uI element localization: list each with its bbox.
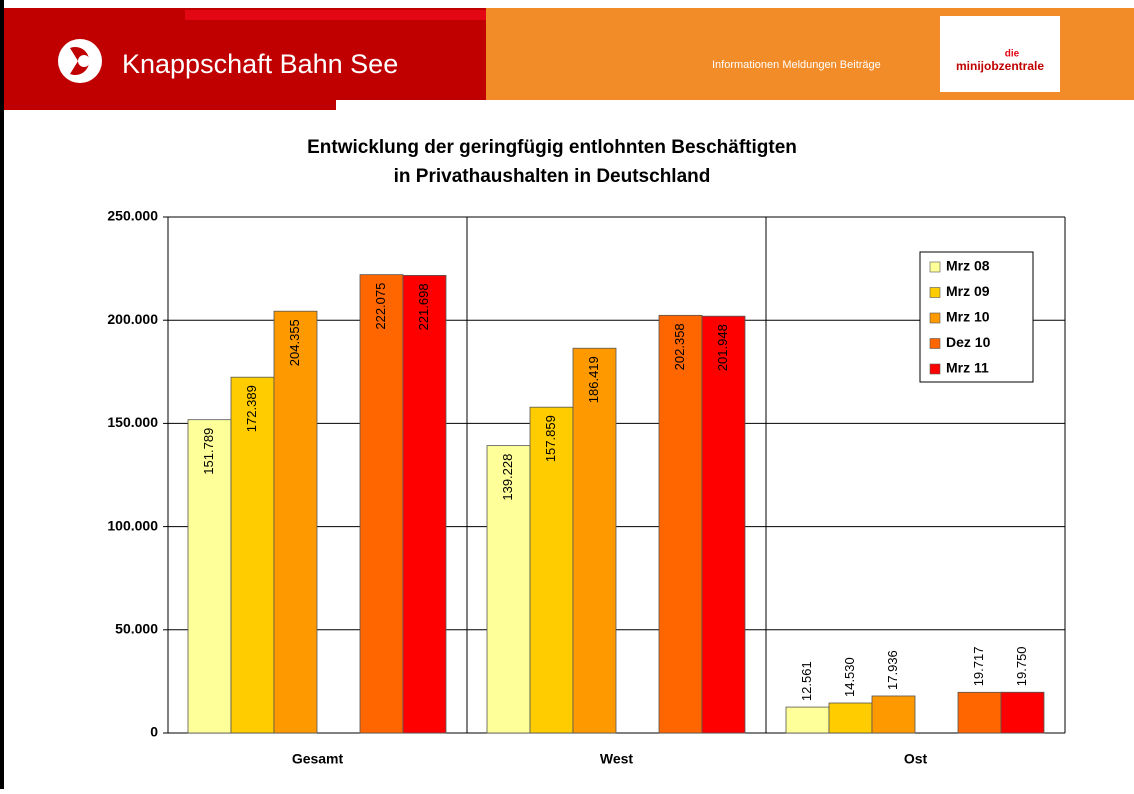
data-label: 139.228 <box>500 454 515 501</box>
bar <box>871 695 916 734</box>
legend-label: Dez 10 <box>946 334 991 350</box>
data-label: 157.859 <box>543 415 558 462</box>
bar <box>828 702 873 734</box>
legend-label: Mrz 11 <box>946 360 989 376</box>
y-tick-label: 200.000 <box>107 311 158 327</box>
logo-main: minijobzentrale <box>956 59 1044 73</box>
border <box>0 0 4 789</box>
header-stripe <box>185 10 486 20</box>
data-label: 201.948 <box>715 324 730 371</box>
x-tick-label: Gesamt <box>292 751 344 767</box>
chart-title: Entwicklung der geringfügig entlohnten B… <box>307 137 797 158</box>
bar <box>957 691 1002 734</box>
bar <box>785 706 830 734</box>
data-label: 202.358 <box>672 323 687 370</box>
data-label: 186.419 <box>586 356 601 403</box>
bar <box>658 314 703 734</box>
bar <box>529 406 574 734</box>
chart-title: in Privathaushalten in Deutschland <box>394 166 711 187</box>
bar <box>701 315 746 734</box>
bar <box>230 376 275 734</box>
legend-swatch <box>929 287 941 298</box>
brand: Knappschaft Bahn See <box>122 49 398 79</box>
logo-top: die <box>1005 49 1020 60</box>
y-tick-label: 250.000 <box>107 208 158 224</box>
y-tick-label: 0 <box>150 724 158 740</box>
legend-swatch <box>929 363 941 375</box>
bar <box>486 445 531 734</box>
y-tick-label: 150.000 <box>107 414 158 430</box>
x-tick-label: Ost <box>904 751 928 767</box>
data-label: 19.717 <box>971 647 986 687</box>
bar <box>273 310 318 734</box>
bar <box>359 274 404 734</box>
bar <box>402 275 447 734</box>
data-label: 172.389 <box>244 385 259 432</box>
legend-swatch <box>929 338 941 349</box>
data-label: 221.698 <box>416 283 431 330</box>
data-label: 204.355 <box>287 319 302 366</box>
data-label: 19.750 <box>1014 646 1029 686</box>
logo-box <box>940 16 1060 92</box>
data-label: 14.530 <box>842 657 857 697</box>
y-tick-label: 100.000 <box>107 517 158 533</box>
x-tick-label: West <box>600 751 634 767</box>
legend-label: Mrz 09 <box>946 283 990 299</box>
data-label: 222.075 <box>373 283 388 330</box>
logo-icon-dot <box>78 55 90 67</box>
nav: Informationen Meldungen Beiträge <box>712 59 881 71</box>
header-notch <box>336 100 486 110</box>
legend-label: Mrz 08 <box>946 258 990 274</box>
bar <box>572 347 617 734</box>
legend-label: Mrz 10 <box>946 309 990 325</box>
bar <box>1000 691 1045 734</box>
data-label: 17.936 <box>885 650 900 690</box>
data-label: 151.789 <box>201 428 216 475</box>
data-label: 12.561 <box>799 661 814 701</box>
y-tick-label: 50.000 <box>115 621 158 637</box>
legend-swatch <box>929 312 941 324</box>
legend-swatch <box>929 261 941 273</box>
bar <box>187 419 232 734</box>
